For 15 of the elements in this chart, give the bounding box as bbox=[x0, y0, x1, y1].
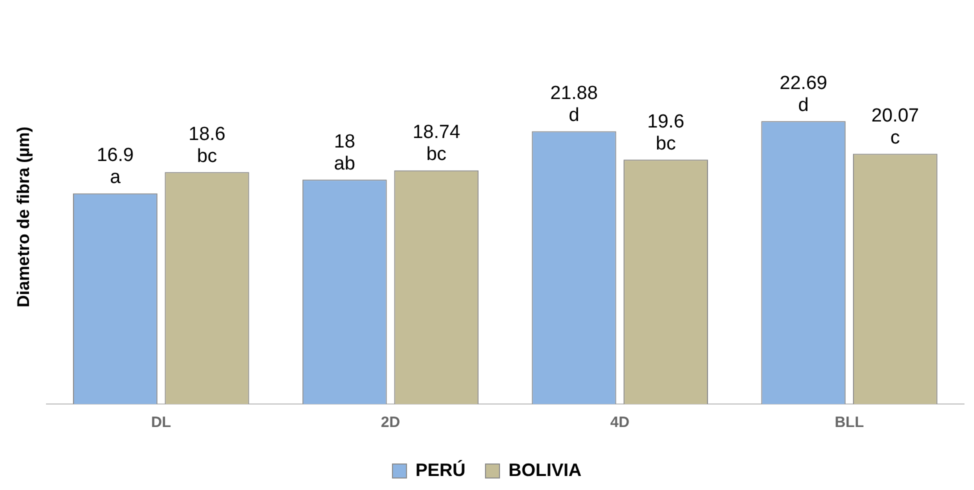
x-tick-label: DL bbox=[151, 414, 172, 432]
data-label: 16.9 a bbox=[96, 145, 134, 188]
data-label: 18.74 bc bbox=[412, 122, 461, 166]
data-label: 22.69 d bbox=[780, 72, 828, 116]
x-tick-label: 2D bbox=[380, 414, 400, 432]
data-label: 20.07 c bbox=[871, 106, 919, 149]
x-tick-label: 4D bbox=[610, 414, 630, 432]
legend-label: PERÚ bbox=[415, 460, 466, 480]
data-label: 18 ab bbox=[334, 131, 356, 174]
y-axis-title: Diametro de fibra (µm) bbox=[14, 126, 33, 308]
x-tick-label: BLL bbox=[834, 414, 864, 432]
data-label: 18.6 bc bbox=[188, 124, 226, 167]
data-label: 21.88 d bbox=[550, 82, 598, 126]
legend-label: BOLIVIA bbox=[508, 460, 582, 480]
data-label: 19.6 bc bbox=[647, 111, 684, 154]
